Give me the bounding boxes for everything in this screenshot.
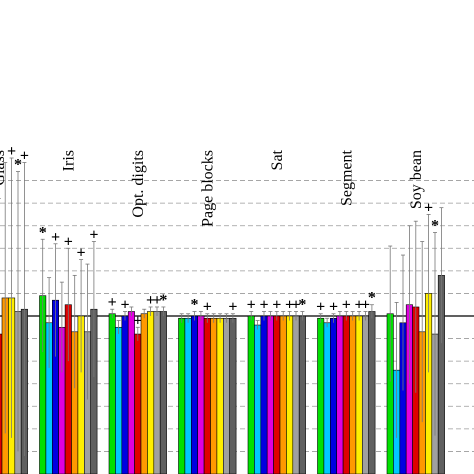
significance-marker: + [120,296,129,313]
group-label: Opt. digits [130,150,147,218]
bar [159,311,167,474]
significance-marker: + [355,296,364,313]
significance-marker: * [159,292,167,309]
significance-marker: + [152,292,161,309]
significance-marker: * [298,296,306,313]
group-label: Iris [61,150,78,171]
significance-marker: * [431,217,439,234]
bar [368,311,376,474]
group-label: Soy bean [408,150,425,209]
bar [336,315,344,474]
bar [147,311,155,474]
significance-marker: * [191,296,199,313]
bar [184,317,192,474]
bar [292,315,300,474]
significance-marker: + [133,312,142,329]
significance-marker: * [39,224,47,241]
bar [216,317,224,474]
bar [329,317,337,474]
significance-marker: + [361,296,370,313]
bar [254,324,262,474]
significance-marker: + [146,292,155,309]
group-label: Segment [339,149,356,206]
bar [178,317,186,474]
bar [247,315,255,474]
significance-marker: + [64,233,73,250]
significance-marker: + [291,296,300,313]
significance-marker: + [259,296,268,313]
bar [273,315,281,474]
bar [286,315,294,474]
bar [361,315,369,474]
bar [134,333,142,474]
significance-marker: + [342,296,351,313]
significance-marker: + [203,299,212,316]
significance-marker: + [20,148,29,165]
group-label: Sat [269,149,286,170]
significance-marker: + [108,294,117,311]
significance-marker: + [285,296,294,313]
significance-marker: + [424,199,433,216]
bar [108,313,116,474]
significance-marker: + [7,143,16,160]
bar [121,315,129,474]
bar [127,311,135,474]
bar [191,315,199,474]
bar [260,315,268,474]
significance-marker: * [368,290,376,307]
group-label: Page blocks [200,150,217,227]
bar [323,322,331,474]
significance-marker: + [77,245,86,262]
significance-marker: * [14,157,22,174]
bar [342,315,350,474]
bar [223,317,231,474]
bar [229,317,237,474]
bar [210,317,218,474]
significance-marker: + [329,299,338,316]
significance-marker: + [247,296,256,313]
bar [203,317,211,474]
bar [279,315,287,474]
bar [266,315,274,474]
significance-marker: + [89,227,98,244]
bar [317,317,325,474]
bar [355,315,363,474]
significance-marker: + [51,229,60,246]
significance-marker: + [228,299,237,316]
group-label: Glass [0,150,8,186]
bar [140,313,148,474]
bar [197,315,205,474]
significance-marker: + [316,299,325,316]
bar [349,315,357,474]
bar [298,315,306,474]
bar [115,326,123,474]
significance-marker: + [272,296,281,313]
bar [153,311,161,474]
